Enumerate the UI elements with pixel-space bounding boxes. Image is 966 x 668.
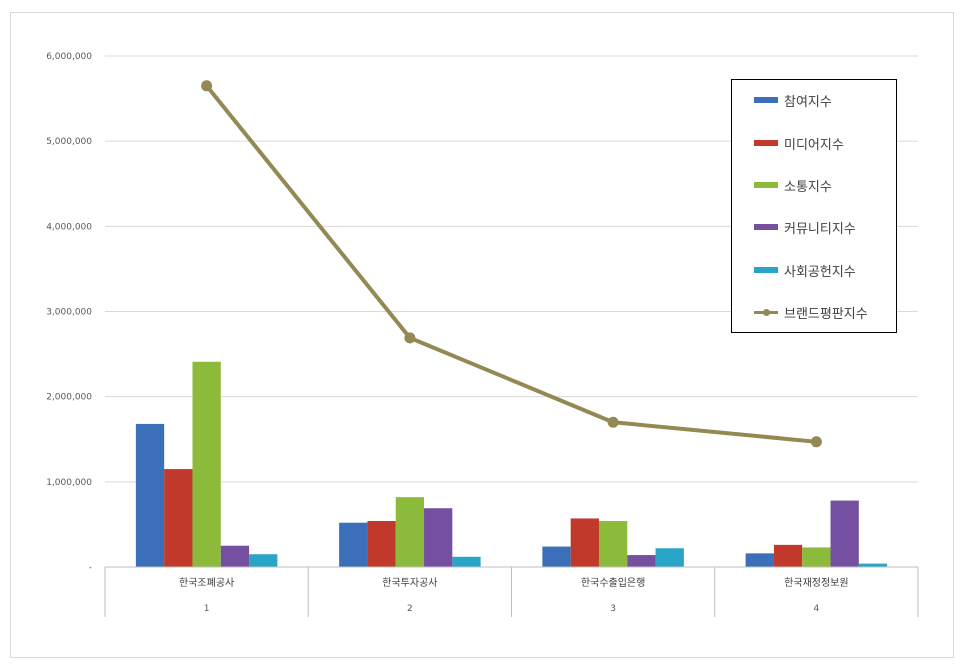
bar-2 [367,521,396,567]
legend-item-series-5: 사회공헌지수 [754,260,856,280]
y-tick-label: 6,000,000 [46,52,92,62]
category-number-label: 2 [407,604,413,614]
legend-swatch [754,267,778,273]
bar-1 [745,553,774,567]
legend-label: 사회공헌지수 [784,264,856,280]
line-series-path [205,84,817,444]
y-tick-label: 1,000,000 [46,478,92,488]
bar-2 [570,518,599,567]
bar-5 [655,548,684,567]
legend-label: 브랜드평판지수 [784,306,868,322]
legend-line-swatch [754,309,778,316]
bar-1 [542,546,571,567]
bars [135,361,888,567]
legend-label: 미디어지수 [784,137,844,153]
bar-3 [802,547,831,567]
category-label: 한국재정정보원 [784,577,848,589]
category-label: 한국수출입은행 [581,576,645,589]
legend-swatch [754,182,778,188]
x-axis: 한국조폐공사 1 한국투자공사 2 한국수출입은행 3 한국재정정보원 4 [104,566,919,617]
bar-3 [598,521,628,567]
legend-swatch [754,224,778,230]
bar-1 [339,522,368,567]
line-point [607,416,619,428]
y-tick-label: 2,000,000 [46,393,92,403]
legend-label: 커뮤니티지수 [784,221,856,237]
bar-4 [220,545,250,567]
bar-5 [858,563,888,567]
y-axis-ticks: - 1,000,000 2,000,000 3,000,000 4,000,000 5,0… [46,52,92,573]
legend-label: 참여지수 [784,94,832,110]
legend-item-series-1: 참여지수 [754,90,832,110]
category-label: 한국투자공사 [382,577,437,589]
bar-4 [424,508,453,567]
bar-3 [192,361,221,567]
legend-item-series-3: 소통지수 [754,175,832,195]
legend-swatch [754,97,778,103]
bar-3 [395,497,425,567]
y-tick-label: 5,000,000 [46,137,92,147]
legend-swatch [754,140,778,146]
category-label: 한국조폐공사 [179,577,234,589]
legend-label: 소통지수 [784,179,832,195]
line-point [810,436,822,448]
y-tick-label: - [89,563,92,573]
bar-5 [452,556,481,567]
category-number-label: 4 [814,604,820,614]
category-number-label: 1 [204,604,210,614]
bar-2 [164,469,193,567]
bar-1 [135,423,165,567]
y-tick-label: 4,000,000 [46,222,92,232]
y-tick-label: 3,000,000 [46,308,92,318]
gridlines [105,55,918,483]
line-series [201,80,822,448]
bar-2 [773,544,803,567]
bar-4 [830,500,859,567]
line-point [404,332,416,344]
legend-item-series-2: 미디어지수 [754,133,844,153]
legend-item-series-6: 브랜드평판지수 [754,302,868,322]
bar-4 [627,555,656,567]
category-number-label: 3 [610,604,616,614]
line-point [201,80,213,92]
legend: 참여지수 미디어지수 소통지수 커뮤니티지수 사회공헌지수 브랜드평판지수 [731,79,897,333]
bar-5 [249,554,278,567]
legend-item-series-4: 커뮤니티지수 [754,217,856,237]
